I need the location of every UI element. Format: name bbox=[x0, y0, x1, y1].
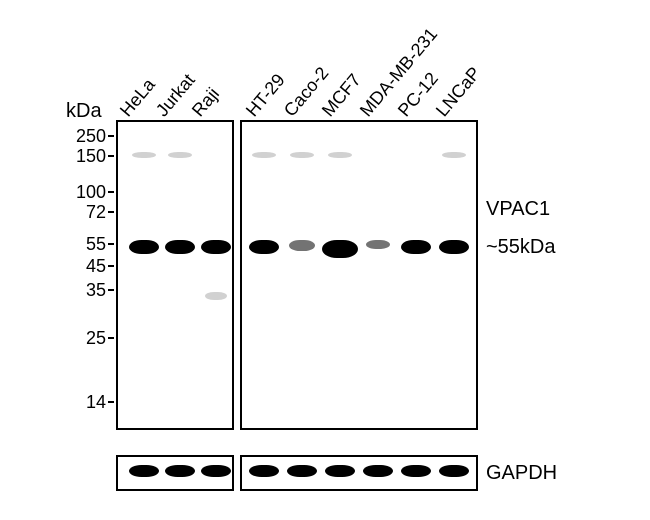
band bbox=[165, 240, 195, 254]
band bbox=[289, 240, 315, 251]
band bbox=[328, 152, 352, 158]
bands-layer bbox=[0, 0, 650, 520]
band bbox=[290, 152, 314, 158]
band bbox=[129, 240, 159, 254]
band bbox=[129, 465, 159, 477]
band bbox=[205, 292, 227, 300]
band bbox=[325, 465, 355, 477]
band bbox=[165, 465, 195, 477]
band bbox=[442, 152, 466, 158]
band bbox=[322, 240, 358, 258]
band bbox=[249, 240, 279, 254]
band bbox=[287, 465, 317, 477]
band bbox=[249, 465, 279, 477]
band bbox=[363, 465, 393, 477]
band bbox=[201, 465, 231, 477]
band bbox=[168, 152, 192, 158]
band bbox=[366, 240, 390, 249]
band bbox=[401, 240, 431, 254]
band bbox=[439, 240, 469, 254]
band bbox=[201, 240, 231, 254]
band bbox=[401, 465, 431, 477]
band bbox=[132, 152, 156, 158]
band bbox=[252, 152, 276, 158]
band bbox=[439, 465, 469, 477]
